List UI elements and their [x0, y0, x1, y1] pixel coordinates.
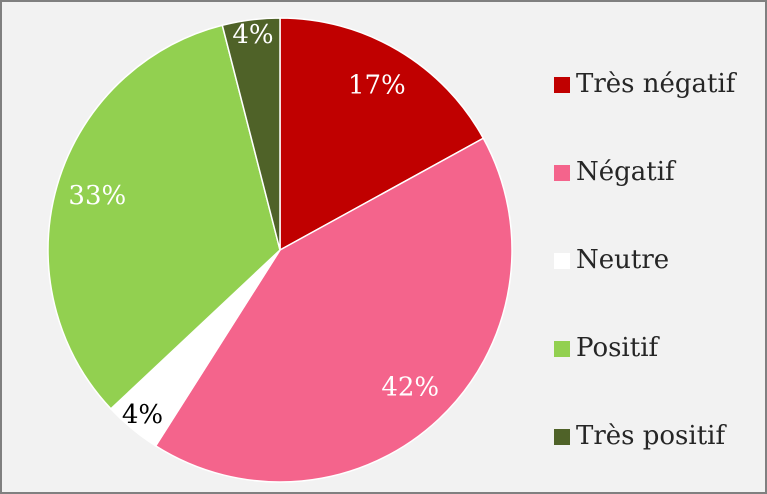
legend-label: Neutre: [576, 245, 669, 275]
pie-slice: [279, 17, 485, 252]
pie: [47, 17, 513, 483]
pie-slice: [47, 24, 281, 410]
pie-slice: [221, 17, 281, 251]
legend-label: Négatif: [576, 157, 677, 187]
legend-label: Positif: [576, 333, 661, 363]
legend-swatch: [554, 341, 570, 357]
data-label: 33%: [68, 181, 126, 211]
data-label: 4%: [122, 400, 163, 430]
legend-label: Très négatif: [576, 69, 738, 99]
legend-swatch: [554, 165, 570, 181]
legend-label: Très positif: [576, 421, 727, 451]
legend-swatch: [554, 253, 570, 269]
pie-slice: [154, 137, 513, 483]
legend: Très négatif Négatif Neutre Positif Très pos…: [554, 69, 738, 451]
legend-swatch: [554, 77, 570, 93]
data-labels: 17% 42% 4% 33% 4%: [68, 20, 439, 430]
data-label: 4%: [232, 20, 273, 50]
data-label: 17%: [348, 70, 406, 100]
legend-swatch: [554, 429, 570, 445]
data-label: 42%: [381, 373, 439, 403]
